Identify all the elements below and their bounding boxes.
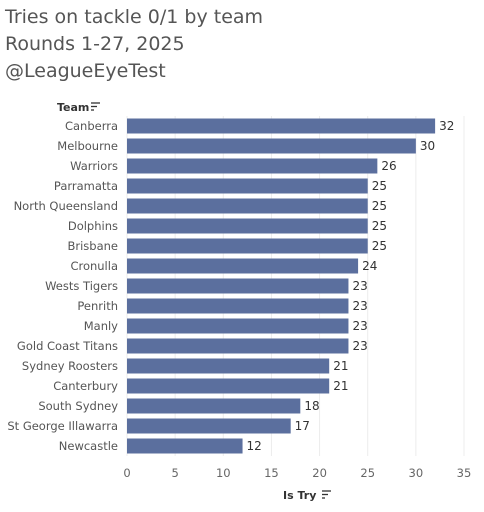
value-label: 25	[372, 219, 387, 233]
x-tick-label: 0	[123, 466, 130, 480]
value-label: 12	[247, 439, 262, 453]
value-label: 24	[362, 259, 377, 273]
bar[interactable]	[127, 298, 349, 314]
category-label: Warriors	[70, 159, 118, 173]
category-label: Newcastle	[59, 439, 118, 453]
value-label: 30	[420, 139, 435, 153]
x-tick-label: 15	[264, 466, 279, 480]
value-label: 23	[352, 339, 367, 353]
value-label: 26	[381, 159, 396, 173]
bar[interactable]	[127, 258, 359, 274]
category-label: Parramatta	[54, 179, 118, 193]
x-tick-label: 5	[171, 466, 178, 480]
value-label: 23	[352, 319, 367, 333]
value-label: 17	[295, 419, 310, 433]
category-label: Sydney Roosters	[22, 359, 118, 373]
x-tick-label: 10	[216, 466, 231, 480]
x-tick-label: 25	[360, 466, 375, 480]
value-label: 25	[372, 179, 387, 193]
category-label: Melbourne	[57, 139, 118, 153]
value-label: 21	[333, 359, 348, 373]
row-header-label: Team	[57, 101, 89, 114]
category-label: St George Illawarra	[7, 419, 118, 433]
category-label: Brisbane	[67, 239, 118, 253]
sort-icon[interactable]	[91, 102, 100, 111]
bar[interactable]	[127, 358, 330, 374]
bar[interactable]	[127, 118, 436, 134]
value-label: 21	[333, 379, 348, 393]
bar[interactable]	[127, 158, 378, 174]
bar[interactable]	[127, 218, 368, 234]
bar[interactable]	[127, 238, 368, 254]
x-axis-title: Is Try	[283, 489, 316, 502]
value-label: 18	[304, 399, 319, 413]
chart-attribution: @LeagueEyeTest	[5, 60, 166, 82]
value-label: 32	[439, 119, 454, 133]
chart-title-line-1: Tries on tackle 0/1 by team	[5, 6, 264, 28]
chart-subtitle: Rounds 1-27, 2025	[5, 33, 185, 55]
category-label: Dolphins	[68, 219, 118, 233]
x-axis-ticks: 0 5 10 15 20 25 30 35	[123, 466, 471, 480]
bar[interactable]	[127, 278, 349, 294]
category-label: Manly	[84, 319, 118, 333]
bar[interactable]	[127, 318, 349, 334]
bar[interactable]	[127, 438, 243, 454]
bar[interactable]	[127, 378, 330, 394]
bar[interactable]	[127, 418, 291, 434]
x-tick-label: 20	[312, 466, 327, 480]
category-label: Canberra	[65, 119, 118, 133]
category-label: South Sydney	[38, 399, 118, 413]
bar[interactable]	[127, 398, 301, 414]
bar[interactable]	[127, 178, 368, 194]
category-label: Gold Coast Titans	[17, 339, 118, 353]
bar[interactable]	[127, 338, 349, 354]
sort-icon-x[interactable]	[322, 490, 331, 499]
bar[interactable]	[127, 198, 368, 214]
value-label: 23	[352, 279, 367, 293]
category-label: Penrith	[77, 299, 118, 313]
value-label: 25	[372, 199, 387, 213]
category-label: Wests Tigers	[45, 279, 118, 293]
value-label: 25	[372, 239, 387, 253]
chart-title: Tries on tackle 0/1 by team Rounds 1-27,…	[5, 4, 263, 85]
bars-layer: Canberra 32 Melbourne 30 Warriors 26 Parramatt…	[7, 118, 454, 454]
category-label: Canterbury	[53, 379, 118, 393]
x-tick-label: 35	[457, 466, 472, 480]
category-label: North Queensland	[14, 199, 118, 213]
category-label: Cronulla	[70, 259, 118, 273]
value-label: 23	[352, 299, 367, 313]
x-tick-label: 30	[409, 466, 424, 480]
bar[interactable]	[127, 138, 416, 154]
